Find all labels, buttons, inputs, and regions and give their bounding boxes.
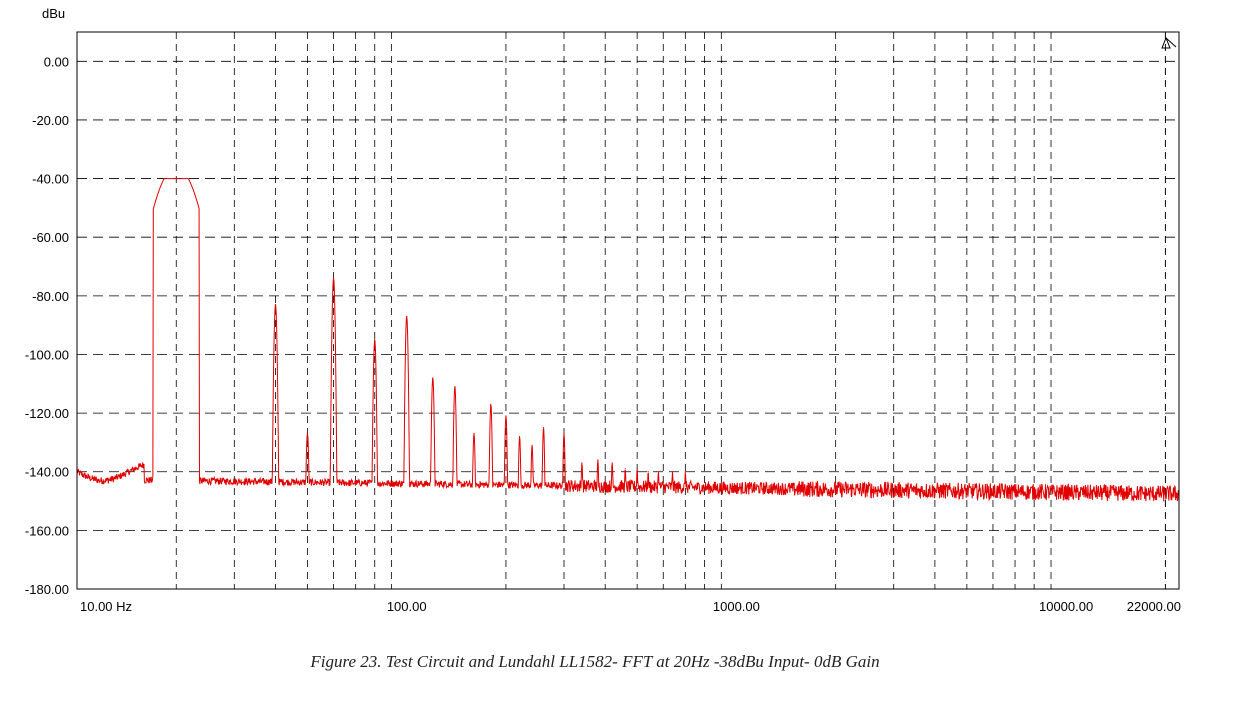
harmonic-peak-point — [624, 468, 626, 470]
x-tick-label: 1000.00 — [713, 599, 760, 614]
harmonic-peak-point — [473, 433, 475, 435]
harmonic-peak-point — [505, 415, 507, 417]
harmonic-peak-point — [406, 315, 408, 317]
grid-lines — [77, 32, 1179, 590]
harmonic-peak-point — [175, 177, 177, 180]
fft-trace-line — [76, 178, 1180, 502]
harmonic-peak-point — [671, 471, 674, 473]
y-axis-label: dBu — [42, 6, 65, 21]
y-tick-label: -160.00 — [25, 523, 69, 538]
harmonic-peak-point — [597, 459, 599, 461]
y-tick-label: 0.00 — [44, 54, 69, 69]
y-tick-label: -180.00 — [25, 582, 69, 597]
x-tick-label: 100.00 — [387, 599, 427, 614]
y-tick-label: -80.00 — [32, 289, 69, 304]
harmonic-peak-point — [636, 468, 638, 470]
harmonic-peak-point — [306, 433, 309, 435]
y-tick-label: -60.00 — [32, 230, 69, 245]
x-tick-label: 22000.00 — [1127, 599, 1181, 614]
figure-caption: Figure 23. Test Circuit and Lundahl LL15… — [310, 652, 880, 671]
y-tick-label: -120.00 — [25, 406, 69, 421]
plot-frame — [76, 31, 1180, 590]
harmonic-peak-point — [563, 433, 565, 435]
y-tick-label: -100.00 — [25, 347, 69, 362]
x-tick-label: 10000.00 — [1039, 599, 1093, 614]
harmonic-peak-point — [531, 444, 533, 446]
harmonic-peak-point — [490, 403, 492, 405]
harmonic-peak-point — [684, 471, 686, 473]
y-tick-label: -20.00 — [32, 113, 69, 128]
y-tick-label: -40.00 — [32, 172, 69, 187]
harmonic-peak-point — [432, 377, 434, 379]
y-tick-label: -140.00 — [25, 465, 69, 480]
harmonic-peak-point — [274, 304, 277, 306]
trace-layer — [76, 177, 1180, 502]
harmonic-peak-point — [542, 427, 545, 429]
harmonic-peak-point — [454, 386, 456, 388]
harmonic-peak-point — [647, 471, 649, 473]
tick-labels: 0.00 -20.00 -40.00 -60.00 -80.00 -100.00 -120.… — [25, 54, 1181, 614]
harmonic-peak-point — [374, 339, 376, 341]
harmonic-peak-point — [518, 435, 521, 438]
harmonic-peak-point — [581, 462, 583, 464]
x-tick-label: 10.00 Hz — [80, 599, 132, 614]
harmonic-peak-point — [611, 462, 613, 464]
harmonic-peak-point — [332, 277, 335, 279]
harmonic-peak-point — [657, 471, 660, 473]
marker-triangle-icon — [1161, 36, 1177, 49]
